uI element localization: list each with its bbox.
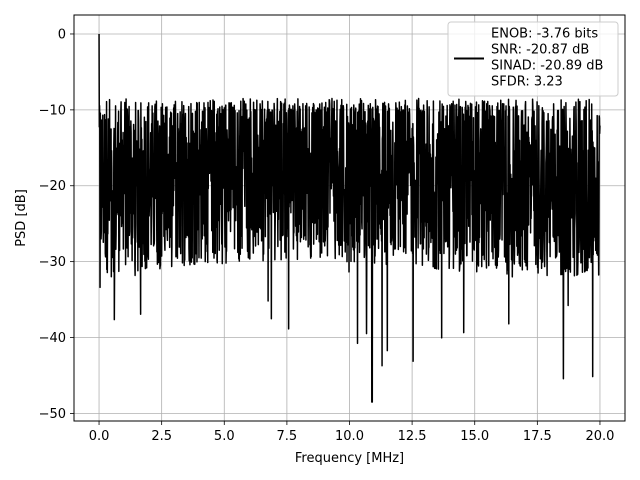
y-tick-label: −30 (39, 255, 66, 270)
x-axis-label: Frequency [MHz] (295, 451, 404, 466)
y-tick-label: −40 (39, 331, 66, 346)
x-tick-label: 12.5 (398, 429, 427, 444)
x-tick-label: 0.0 (89, 429, 110, 444)
x-tick-label: 7.5 (277, 429, 298, 444)
psd-series-line (98, 33, 601, 403)
x-tick-label: 5.0 (214, 429, 235, 444)
x-tick-label: 17.5 (523, 429, 552, 444)
legend-line-snr: SNR: -20.87 dB (491, 43, 589, 58)
y-axis-label: PSD [dB] (14, 189, 29, 247)
y-tick-label: −10 (39, 103, 66, 118)
x-axis-ticks: 0.0 2.5 5.0 7.5 10.0 12.5 15.0 17.5 20.0 (89, 421, 614, 444)
legend-line-enob: ENOB: -3.76 bits (491, 27, 598, 42)
legend-box (447, 21, 619, 97)
x-tick-label: 20.0 (585, 429, 614, 444)
legend-line-sfdr: SFDR: 3.23 (491, 75, 563, 90)
x-tick-label: 15.0 (460, 429, 489, 444)
y-tick-label: −50 (39, 407, 66, 422)
y-tick-label: −20 (39, 179, 66, 194)
plot-series-group (98, 33, 601, 403)
x-tick-label: 10.0 (335, 429, 364, 444)
x-tick-label: 2.5 (151, 429, 172, 444)
legend: ENOB: -3.76 bits SNR: -20.87 dB SINAD: -… (447, 21, 619, 97)
y-axis-ticks: 0 −10 −20 −30 −40 −50 (39, 27, 74, 422)
y-tick-label: 0 (58, 27, 66, 42)
legend-line-sinad: SINAD: -20.89 dB (491, 59, 603, 74)
